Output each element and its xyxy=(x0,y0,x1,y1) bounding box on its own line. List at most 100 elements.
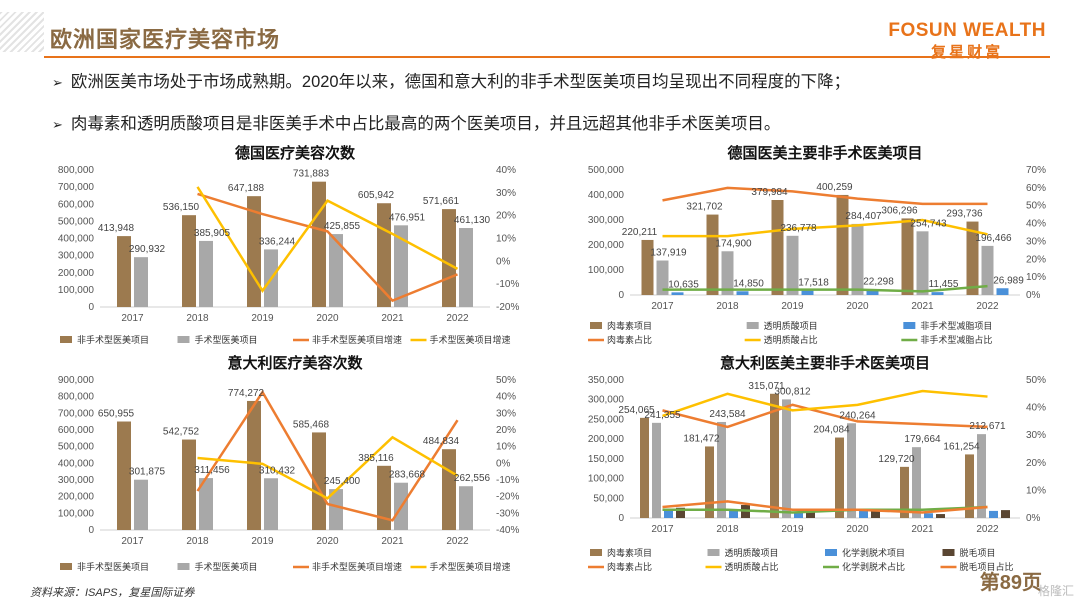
bar-肉毒素项目 xyxy=(835,437,844,518)
data-label: 290,932 xyxy=(129,244,166,255)
data-label: 137,919 xyxy=(650,248,687,259)
bar-透明质酸项目 xyxy=(652,422,661,518)
legend-swatch xyxy=(942,549,955,556)
data-label: 300,812 xyxy=(774,386,811,397)
legend-swatch xyxy=(590,322,602,329)
data-label: 585,468 xyxy=(293,419,330,430)
data-label: 254,743 xyxy=(910,218,947,229)
bar-化学剥脱术项目 xyxy=(729,510,738,518)
chart-svg: 德国医疗美容次数 0 100,000 200,000 300,000 400,000 500… xyxy=(58,144,520,345)
y2-tick-label: 0% xyxy=(496,458,511,469)
x-tick-label: 2018 xyxy=(716,524,739,535)
data-label: 22,298 xyxy=(863,276,894,287)
x-tick-label: 2021 xyxy=(911,524,934,535)
legend-label: 非手术型减脂占比 xyxy=(920,334,992,345)
y2-tick-label: 50% xyxy=(1026,375,1046,386)
x-tick-label: 2017 xyxy=(121,313,144,324)
y2-tick-label: 40% xyxy=(496,392,516,403)
y2-tick-label: 30% xyxy=(1026,430,1046,441)
y-tick-label: 50,000 xyxy=(593,493,624,504)
watermark: 格隆汇 xyxy=(1037,584,1074,598)
x-tick-label: 2022 xyxy=(976,301,999,312)
x-tick-label: 2021 xyxy=(381,536,404,547)
bar-透明质酸项目 xyxy=(851,223,864,295)
line-透明质酸占比 xyxy=(662,218,988,238)
data-label: 413,948 xyxy=(98,223,135,234)
bar-非手术型医美项目 xyxy=(182,215,196,307)
bullet-point-2: ➢ 肉毒素和透明质酸项目是非医美手术中占比最高的两个医美项目，并且远超其他非手术医… xyxy=(52,110,780,134)
y2-tick-label: 20% xyxy=(1026,254,1046,265)
line-脱毛项目占比 xyxy=(662,500,988,514)
y2-tick-label: 40% xyxy=(1026,403,1046,414)
y-tick-label: 200,000 xyxy=(588,434,625,445)
data-label: 283,668 xyxy=(389,470,426,481)
data-label: 293,736 xyxy=(946,209,983,220)
y-tick-label: 0 xyxy=(88,525,94,536)
data-label: 650,955 xyxy=(98,409,135,420)
legend-label: 透明质酸项目 xyxy=(764,320,818,331)
x-tick-label: 2017 xyxy=(121,536,144,547)
bar-手术型医美项目 xyxy=(329,234,343,307)
bar-肉毒素项目 xyxy=(770,393,779,518)
bar-手术型医美项目 xyxy=(459,228,473,307)
data-label: 379,984 xyxy=(751,187,788,198)
bar-透明质酸项目 xyxy=(916,231,929,295)
logo-text-cn: 复星财富 xyxy=(931,44,1004,61)
y2-tick-label: 20% xyxy=(496,211,516,222)
bullet-text-2: 肉毒素和透明质酸项目是非医美手术中占比最高的两个医美项目，并且远超其他非手术医美… xyxy=(70,115,781,133)
y2-tick-label: 50% xyxy=(1026,201,1046,212)
bar-肉毒素项目 xyxy=(966,221,979,295)
legend-swatch xyxy=(60,563,72,570)
y2-tick-label: 30% xyxy=(496,188,516,199)
data-label: 306,296 xyxy=(881,205,918,216)
y-tick-label: 700,000 xyxy=(58,182,95,193)
y-tick-label: 600,000 xyxy=(58,199,95,210)
y-tick-label: 0 xyxy=(618,290,624,301)
data-label: 161,254 xyxy=(943,441,980,452)
legend-swatch xyxy=(177,563,190,570)
data-label: 315,071 xyxy=(748,381,785,392)
y2-tick-label: 70% xyxy=(1026,165,1046,176)
bar-透明质酸项目 xyxy=(847,423,856,518)
legend-label: 手术型医美项目 xyxy=(195,561,258,572)
data-label: 425,855 xyxy=(324,221,361,232)
data-label: 536,150 xyxy=(163,202,200,213)
x-tick-label: 2022 xyxy=(976,524,999,535)
y2-tick-label: 20% xyxy=(1026,458,1046,469)
line-透明质酸占比 xyxy=(662,389,988,418)
data-label: 731,883 xyxy=(293,169,330,180)
bar-非手术型医美项目 xyxy=(442,449,456,530)
data-label: 181,472 xyxy=(683,433,720,444)
bar-非手术型医美项目 xyxy=(182,439,196,530)
x-tick-label: 2020 xyxy=(846,524,869,535)
legend-label: 手术型医美项目增速 xyxy=(430,561,511,572)
y-tick-label: 0 xyxy=(618,513,624,524)
data-label: 484,834 xyxy=(423,436,460,447)
legend-swatch xyxy=(590,549,602,556)
data-label: 571,661 xyxy=(423,196,460,207)
bar-非手术型医美项目 xyxy=(247,196,261,307)
bar-非手术型医美项目 xyxy=(117,421,131,530)
legend-label: 肉毒素项目 xyxy=(607,547,652,558)
chart-svg: 意大利医美主要非手术医美项目 0 50,000 100,000 150,000 200,0… xyxy=(588,354,1046,572)
y2-tick-label: 20% xyxy=(496,425,516,436)
chart-title: 德国医疗美容次数 xyxy=(235,144,356,162)
y-tick-label: 100,000 xyxy=(58,285,95,296)
data-label: 262,556 xyxy=(454,473,491,484)
y2-tick-label: 40% xyxy=(1026,219,1046,230)
y-tick-label: 500,000 xyxy=(58,216,95,227)
bar-肉毒素项目 xyxy=(706,214,719,295)
y-tick-label: 500,000 xyxy=(58,442,95,453)
data-label: 774,272 xyxy=(228,388,265,399)
y-tick-label: 700,000 xyxy=(58,408,95,419)
y-tick-label: 800,000 xyxy=(58,165,95,176)
legend-label: 脱毛项目 xyxy=(960,547,996,558)
y2-tick-label: 0% xyxy=(1026,290,1041,301)
y2-tick-label: -10% xyxy=(496,279,519,290)
legend-label: 化学剥脱术占比 xyxy=(842,561,905,572)
data-label: 26,989 xyxy=(993,275,1024,286)
chart-germany-nonsurgical: 德国医美主要非手术医美项目 0 100,000 200,000 300,000 400,0… xyxy=(560,140,1070,355)
data-label: 10,635 xyxy=(668,279,699,290)
legend-label: 肉毒素项目 xyxy=(607,320,652,331)
data-label: 236,778 xyxy=(780,223,817,234)
